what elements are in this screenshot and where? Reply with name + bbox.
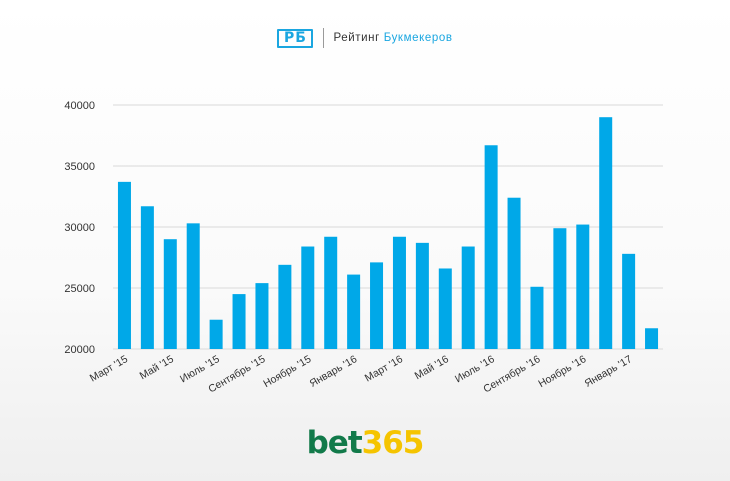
bar bbox=[507, 197, 521, 349]
bar bbox=[347, 274, 361, 349]
bar bbox=[140, 206, 154, 349]
bar bbox=[599, 117, 613, 349]
x-tick-label: Май '16 bbox=[413, 353, 451, 382]
bar bbox=[209, 319, 223, 349]
bar bbox=[163, 239, 177, 349]
y-tick-label: 40000 bbox=[64, 100, 95, 112]
y-tick-label: 30000 bbox=[64, 222, 95, 234]
bar bbox=[415, 242, 429, 349]
bar bbox=[301, 246, 315, 349]
y-axis: 20000 25000 30000 35000 40000 bbox=[64, 100, 95, 356]
bar bbox=[484, 145, 498, 349]
y-tick-label: 20000 bbox=[64, 344, 95, 356]
x-tick-label: Январь '17 bbox=[583, 353, 635, 390]
bar bbox=[392, 236, 406, 349]
bar bbox=[438, 268, 452, 349]
bet365-logo-bet: bet bbox=[306, 425, 363, 461]
bar bbox=[117, 181, 131, 349]
bar bbox=[278, 264, 292, 349]
bars bbox=[117, 117, 659, 349]
x-tick-label: Март '15 bbox=[88, 353, 130, 384]
bar bbox=[186, 223, 200, 349]
site-header: РБ Рейтинг Букмекеров bbox=[0, 26, 730, 50]
y-tick-label: 35000 bbox=[64, 161, 95, 173]
x-tick-label: Ноябрь '16 bbox=[536, 353, 588, 390]
bar bbox=[553, 228, 567, 349]
bar bbox=[255, 283, 269, 349]
rb-logo: РБ bbox=[277, 28, 314, 48]
bar bbox=[622, 253, 636, 349]
brand-name: Рейтинг Букмекеров bbox=[333, 32, 452, 44]
brand-accent: Букмекеров bbox=[383, 32, 453, 44]
x-tick-label: Ноябрь '15 bbox=[261, 353, 313, 390]
chart-grid bbox=[113, 104, 663, 350]
bar bbox=[370, 262, 384, 349]
bar bbox=[324, 236, 338, 349]
bet365-logo: bet365 bbox=[0, 425, 730, 461]
x-tick-label: Май '15 bbox=[138, 353, 176, 382]
bet365-logo-num: 365 bbox=[361, 425, 425, 461]
bar bbox=[645, 328, 659, 349]
bar bbox=[232, 294, 246, 349]
header-separator bbox=[323, 28, 325, 48]
y-tick-label: 25000 bbox=[64, 283, 95, 295]
bar bbox=[530, 286, 544, 349]
bar bbox=[461, 246, 475, 349]
x-tick-label: Март '16 bbox=[363, 353, 405, 384]
brand-main: Рейтинг bbox=[333, 32, 380, 44]
x-tick-label: Январь '16 bbox=[308, 353, 360, 390]
bar bbox=[576, 224, 590, 349]
